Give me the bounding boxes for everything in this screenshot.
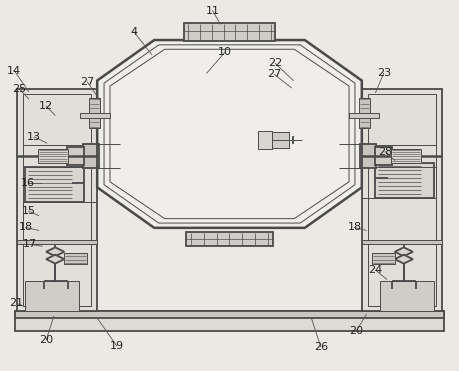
Bar xyxy=(89,98,101,128)
Text: 20: 20 xyxy=(39,335,53,345)
Text: 28: 28 xyxy=(378,147,392,157)
Text: 22: 22 xyxy=(268,58,282,68)
Text: 17: 17 xyxy=(23,239,37,249)
Text: 18: 18 xyxy=(18,223,33,233)
Bar xyxy=(83,144,99,168)
Text: 12: 12 xyxy=(39,101,53,111)
Bar xyxy=(25,281,79,311)
Bar xyxy=(270,132,289,148)
Text: 11: 11 xyxy=(206,6,219,16)
Text: 14: 14 xyxy=(7,66,21,76)
Text: 18: 18 xyxy=(347,223,362,233)
Bar xyxy=(372,253,395,263)
Text: 27: 27 xyxy=(267,69,281,79)
Polygon shape xyxy=(46,255,64,263)
Text: 10: 10 xyxy=(218,47,232,57)
Text: 20: 20 xyxy=(349,326,364,336)
Bar xyxy=(362,89,442,311)
Bar xyxy=(17,89,97,311)
Bar xyxy=(17,240,97,244)
Bar xyxy=(15,311,444,318)
Bar xyxy=(360,144,376,168)
Bar xyxy=(375,147,392,165)
Bar xyxy=(64,253,87,263)
Text: 16: 16 xyxy=(21,178,35,188)
Bar xyxy=(368,94,436,306)
Bar xyxy=(15,311,444,331)
Bar xyxy=(392,149,421,163)
Polygon shape xyxy=(395,247,413,256)
Bar xyxy=(362,240,442,244)
Bar xyxy=(380,281,434,311)
Bar xyxy=(80,112,110,118)
Text: 4: 4 xyxy=(130,27,137,37)
Text: 23: 23 xyxy=(377,68,391,78)
Bar xyxy=(186,232,273,246)
Bar xyxy=(375,162,434,198)
Bar xyxy=(258,131,272,150)
Bar xyxy=(38,149,67,163)
Bar xyxy=(25,167,84,202)
Bar xyxy=(184,23,275,41)
Bar xyxy=(67,147,84,165)
Text: 25: 25 xyxy=(12,84,27,94)
Bar xyxy=(358,98,370,128)
Text: 21: 21 xyxy=(9,298,23,308)
Text: 27: 27 xyxy=(80,77,94,87)
Bar xyxy=(349,112,379,118)
Polygon shape xyxy=(46,247,64,256)
Polygon shape xyxy=(395,255,413,263)
Text: 15: 15 xyxy=(22,206,36,216)
Text: 19: 19 xyxy=(110,341,124,351)
Polygon shape xyxy=(97,40,362,228)
Bar xyxy=(23,94,91,306)
Text: 13: 13 xyxy=(27,132,41,142)
Text: 26: 26 xyxy=(313,342,328,352)
Text: 24: 24 xyxy=(369,265,383,275)
